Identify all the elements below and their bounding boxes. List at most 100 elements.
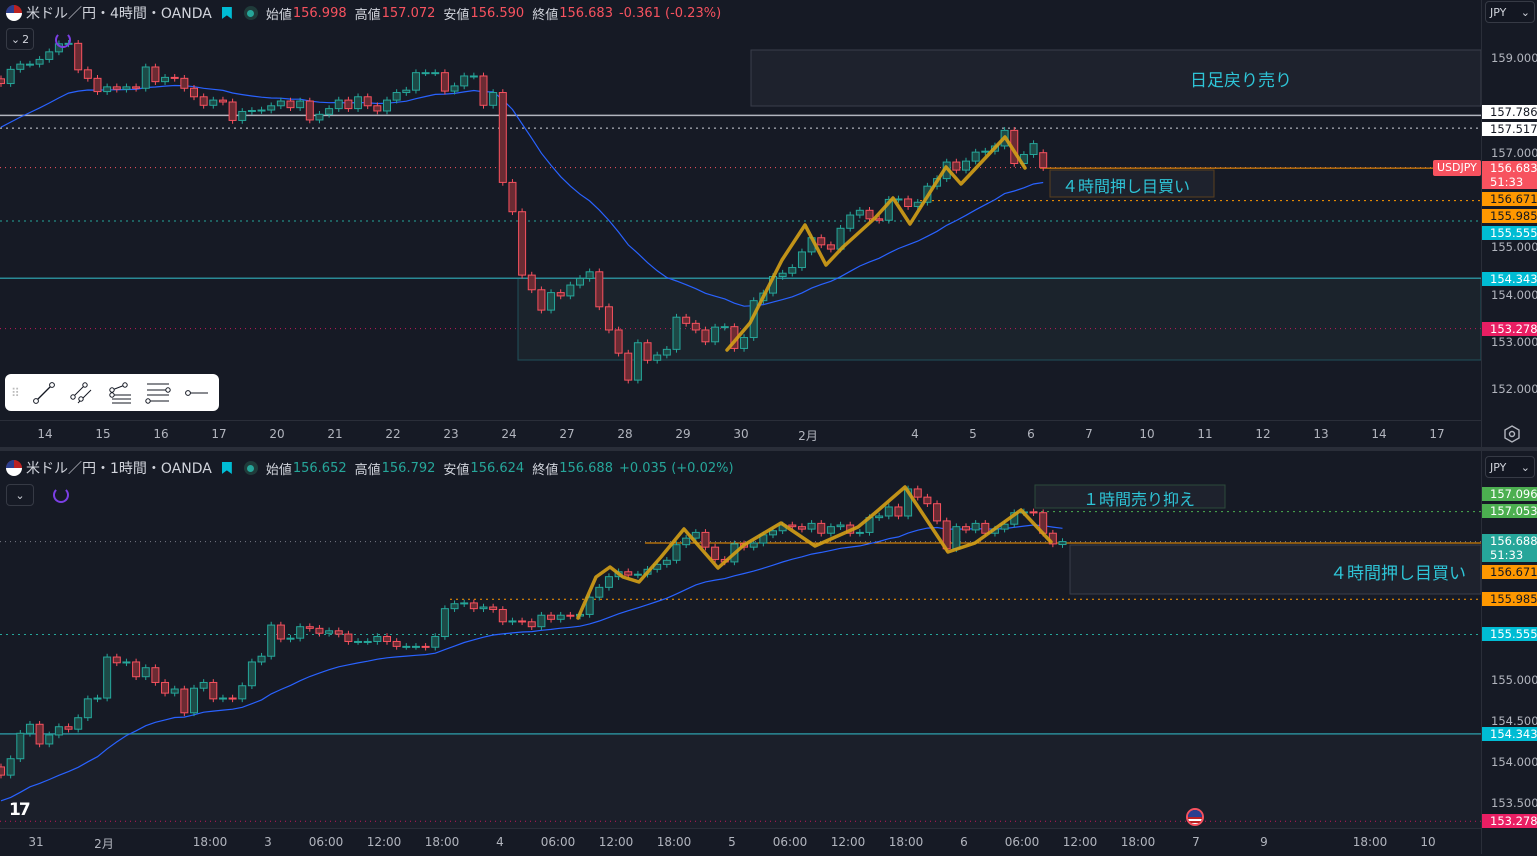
candle[interactable] xyxy=(190,84,198,101)
candle[interactable] xyxy=(518,617,527,626)
candle[interactable] xyxy=(373,633,382,645)
candle[interactable] xyxy=(797,248,806,271)
candle[interactable] xyxy=(576,275,584,289)
candle[interactable] xyxy=(711,543,720,563)
candle[interactable] xyxy=(498,89,507,186)
candle[interactable] xyxy=(846,211,855,232)
tradingview-logo[interactable]: 17 xyxy=(9,800,31,820)
currency-dropdown[interactable]: JPY ⌄ xyxy=(1485,456,1535,478)
candle[interactable] xyxy=(45,731,54,748)
parallel-channel-tool-icon[interactable] xyxy=(67,378,97,408)
candle[interactable] xyxy=(25,721,34,737)
candle[interactable] xyxy=(508,179,517,216)
candle[interactable] xyxy=(614,326,623,357)
candle[interactable] xyxy=(373,102,382,115)
candle[interactable] xyxy=(440,605,449,640)
candle[interactable] xyxy=(25,60,34,68)
candle[interactable] xyxy=(971,148,980,165)
candle[interactable] xyxy=(788,264,797,277)
candle[interactable] xyxy=(633,339,642,384)
candle[interactable] xyxy=(662,557,671,568)
candle[interactable] xyxy=(305,97,314,124)
candle[interactable] xyxy=(247,658,256,690)
candle[interactable] xyxy=(797,523,806,533)
candle[interactable] xyxy=(170,685,179,697)
candle[interactable] xyxy=(518,208,527,279)
candle[interactable] xyxy=(122,658,131,667)
moving-average-line[interactable] xyxy=(0,524,1063,802)
candle[interactable] xyxy=(682,534,691,548)
candle[interactable] xyxy=(6,66,15,87)
candle[interactable] xyxy=(460,599,469,608)
candle[interactable] xyxy=(334,627,343,638)
candle[interactable] xyxy=(16,730,25,762)
candle[interactable] xyxy=(855,206,864,219)
sync-icon[interactable] xyxy=(53,487,69,503)
candle[interactable] xyxy=(720,323,729,331)
candle[interactable] xyxy=(199,93,208,109)
candle[interactable] xyxy=(354,93,363,112)
candle[interactable] xyxy=(411,643,420,650)
candle[interactable] xyxy=(981,147,990,156)
candle[interactable] xyxy=(286,634,295,643)
candle[interactable] xyxy=(257,652,266,666)
candle[interactable] xyxy=(566,611,575,620)
candle[interactable] xyxy=(209,96,218,109)
candle[interactable] xyxy=(344,630,353,645)
candle[interactable] xyxy=(701,529,710,551)
candle[interactable] xyxy=(1029,140,1038,158)
candle[interactable] xyxy=(778,269,787,280)
candle[interactable] xyxy=(450,82,459,95)
candle[interactable] xyxy=(74,40,83,74)
fib-retracement-tool-icon[interactable] xyxy=(105,378,135,408)
candle[interactable] xyxy=(469,72,478,80)
candle[interactable] xyxy=(421,643,430,651)
support-zone[interactable] xyxy=(517,277,1481,361)
candle[interactable] xyxy=(604,573,613,591)
candle[interactable] xyxy=(952,158,961,174)
candle[interactable] xyxy=(904,195,913,210)
candle[interactable] xyxy=(132,658,141,680)
bookmark-icon[interactable] xyxy=(221,7,232,19)
candle[interactable] xyxy=(83,66,92,82)
candle[interactable] xyxy=(267,621,276,660)
candle[interactable] xyxy=(296,623,305,642)
horizontal-ray-tool-icon[interactable] xyxy=(181,378,211,408)
candle[interactable] xyxy=(35,56,44,68)
candle[interactable] xyxy=(334,96,343,112)
candle[interactable] xyxy=(305,623,314,632)
candle[interactable] xyxy=(325,627,334,637)
candle[interactable] xyxy=(460,72,469,90)
candle[interactable] xyxy=(0,75,5,87)
horizontal-lines-tool-icon[interactable] xyxy=(143,378,173,408)
daily-sell-zone[interactable] xyxy=(750,49,1481,107)
lower-support-zone[interactable] xyxy=(0,734,1481,828)
candle[interactable] xyxy=(93,75,102,95)
candle[interactable] xyxy=(103,83,112,95)
candle[interactable] xyxy=(479,603,488,612)
candle[interactable] xyxy=(547,289,556,314)
candle[interactable] xyxy=(672,313,681,353)
settings-icon[interactable] xyxy=(1503,425,1521,443)
candle[interactable] xyxy=(421,69,430,76)
candle[interactable] xyxy=(354,638,363,645)
candle[interactable] xyxy=(855,529,864,537)
moving-average-line[interactable] xyxy=(0,84,1044,307)
candle[interactable] xyxy=(527,271,536,294)
candle[interactable] xyxy=(807,520,816,533)
candle[interactable] xyxy=(479,72,488,109)
candle[interactable] xyxy=(267,102,276,114)
candle[interactable] xyxy=(296,97,305,111)
candle[interactable] xyxy=(315,625,324,637)
candle[interactable] xyxy=(469,599,478,612)
candle[interactable] xyxy=(913,485,922,501)
candle[interactable] xyxy=(971,520,980,534)
candle[interactable] xyxy=(836,521,845,530)
candle[interactable] xyxy=(151,63,160,85)
bottom-price-scale[interactable]: 155.000 154.500 154.000 153.500 xyxy=(1481,451,1537,854)
candle[interactable] xyxy=(527,618,536,630)
pane-separator[interactable] xyxy=(0,447,1537,451)
candle[interactable] xyxy=(190,684,198,717)
candle[interactable] xyxy=(1058,538,1067,548)
candle[interactable] xyxy=(276,97,285,110)
